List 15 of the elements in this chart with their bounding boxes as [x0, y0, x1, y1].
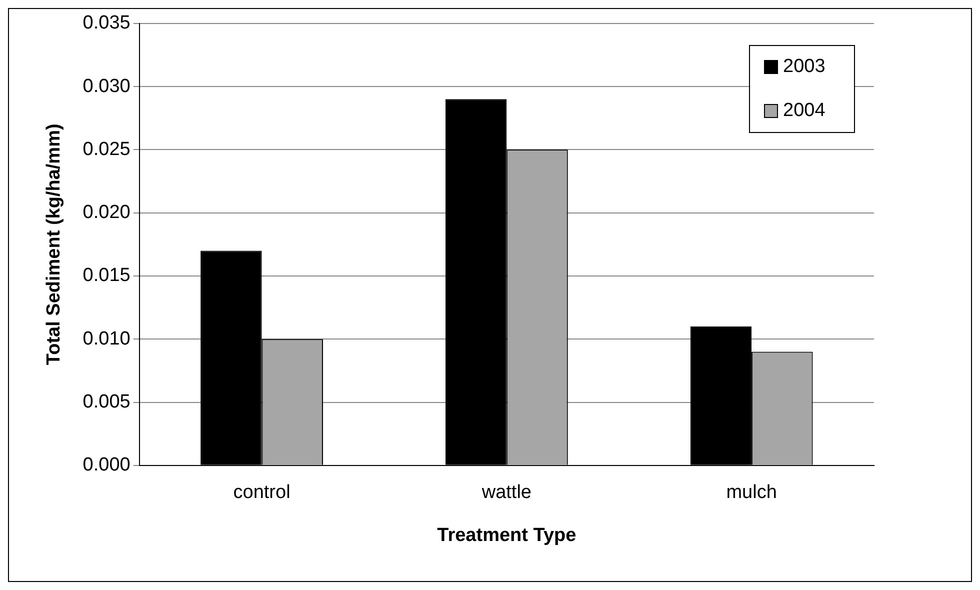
y-tick-label: 0.000 [82, 454, 130, 476]
y-tick-label: 0.030 [82, 76, 130, 97]
y-axis-title: Total Sediment (kg/ha/mm) [44, 124, 65, 366]
y-tick-label: 0.015 [82, 265, 130, 286]
x-tick-label: wattle [480, 482, 532, 504]
legend-label: 2003 [783, 56, 826, 78]
x-axis-title: Treatment Type [437, 524, 576, 546]
legend-label: 2004 [783, 100, 826, 122]
y-tick-label: 0.005 [82, 391, 130, 412]
x-tick-label: control [233, 482, 290, 504]
x-tick-label: mulch [726, 482, 777, 504]
y-tick-label: 0.020 [82, 202, 130, 224]
y-tick-label: 0.025 [82, 138, 130, 160]
y-tick-label: 0.010 [82, 328, 130, 350]
y-tick-label: 0.035 [82, 12, 130, 34]
